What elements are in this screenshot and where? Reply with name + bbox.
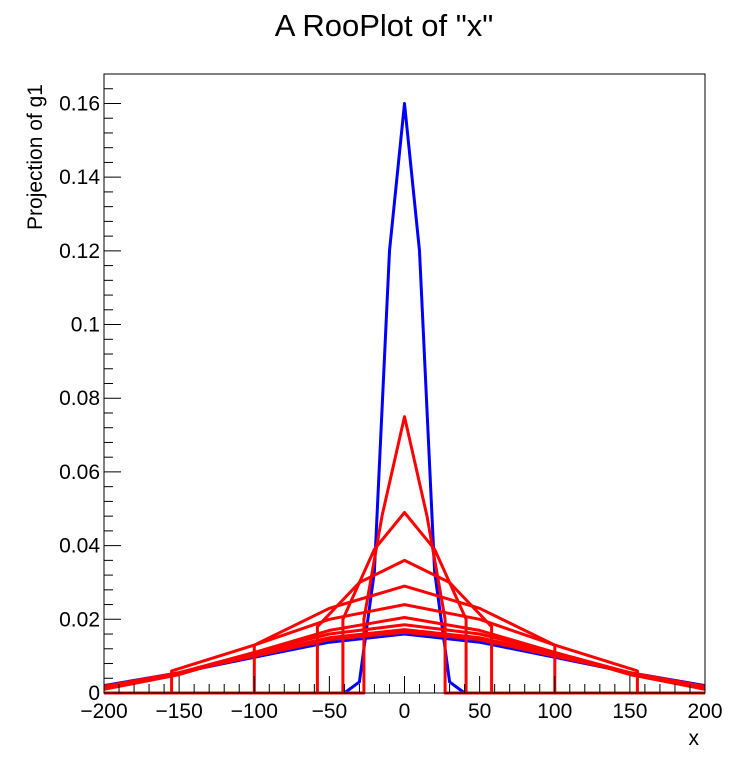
series-layer xyxy=(103,102,706,695)
x-tick-label: 200 xyxy=(687,700,722,723)
chart-title: A RooPlot of "x" xyxy=(275,8,493,43)
x-tick-label: −200 xyxy=(80,700,127,723)
y-tick-label: 0.16 xyxy=(59,92,100,115)
series-line-10 xyxy=(103,630,706,688)
y-axis-label: Projection of g1 xyxy=(24,84,47,230)
series-line-0 xyxy=(104,102,705,695)
tick-layer: −200 −150 −100 −50 0 50 100 150 200 0 0.02 0.04 0.06… xyxy=(59,73,723,723)
x-tick-label: −150 xyxy=(155,700,202,723)
x-tick-label: 0 xyxy=(399,700,411,723)
plot-frame xyxy=(103,73,706,694)
x-tick-label: 150 xyxy=(612,700,647,723)
x-tick-label: −100 xyxy=(231,700,278,723)
y-tick-label: 0.14 xyxy=(59,166,100,189)
x-tick-label: −50 xyxy=(312,700,348,723)
y-tick-label: 0.12 xyxy=(59,240,100,263)
y-tick-label: 0.1 xyxy=(71,314,100,337)
y-tick-label: 0.08 xyxy=(59,387,100,410)
series-line-3 xyxy=(104,511,705,695)
x-tick-label: 50 xyxy=(468,700,491,723)
series-line-2 xyxy=(104,415,705,695)
y-tick-label: 0.04 xyxy=(59,535,100,558)
y-tick-label: 0.06 xyxy=(59,461,100,484)
series-line-6 xyxy=(104,603,705,695)
y-tick-label: 0.02 xyxy=(59,608,100,631)
x-axis-label: x xyxy=(689,727,700,750)
x-tick-label: 100 xyxy=(537,700,572,723)
y-tick-label: 0 xyxy=(88,682,100,705)
series-line-4 xyxy=(104,558,705,695)
